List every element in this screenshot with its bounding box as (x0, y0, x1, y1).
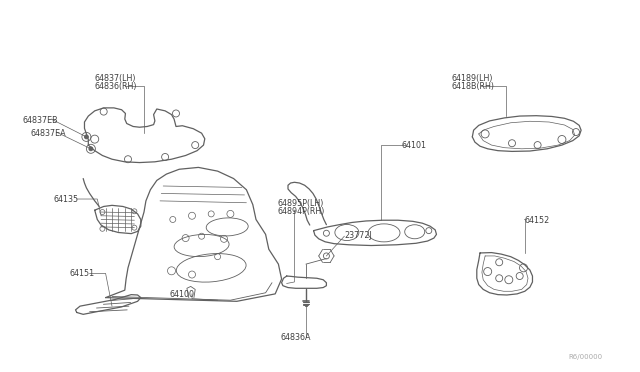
Text: R6/00000: R6/00000 (568, 354, 602, 360)
Text: 64151: 64151 (69, 269, 94, 278)
Text: 64836A: 64836A (280, 333, 311, 342)
Text: 23772J: 23772J (344, 231, 372, 240)
Circle shape (84, 135, 88, 139)
Circle shape (89, 147, 93, 151)
Text: 64837EA: 64837EA (31, 129, 67, 138)
Text: 64895P(LH): 64895P(LH) (277, 199, 323, 208)
Text: 6418B(RH): 6418B(RH) (451, 82, 494, 91)
Text: 64189(LH): 64189(LH) (451, 74, 493, 83)
Text: 64894P(RH): 64894P(RH) (277, 207, 324, 216)
Text: 64837(LH): 64837(LH) (95, 74, 136, 83)
Text: 64836(RH): 64836(RH) (95, 82, 137, 91)
Text: 64152: 64152 (525, 216, 550, 225)
Text: 64135: 64135 (53, 195, 78, 203)
Text: 64101: 64101 (402, 141, 427, 150)
Text: 64100: 64100 (170, 290, 195, 299)
Text: 64837EB: 64837EB (22, 116, 58, 125)
